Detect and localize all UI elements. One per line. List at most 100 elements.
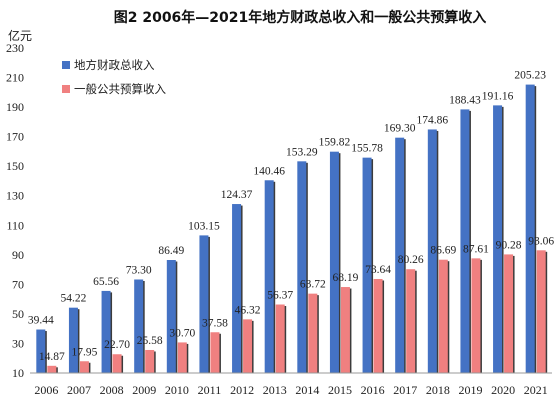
bar-total <box>395 137 405 373</box>
bar-total <box>329 151 339 373</box>
data-label-budget: 68.19 <box>333 272 359 284</box>
x-tick-label: 2015 <box>328 383 352 397</box>
x-tick-label: 2019 <box>458 383 482 397</box>
data-label-total: 39.44 <box>28 315 54 327</box>
y-axis-ticks: 10 30 50 70 90 110 130 150 170 190 210 230 <box>6 41 24 380</box>
x-tick-label: 2006 <box>34 383 58 397</box>
data-label-budget: 22.70 <box>104 339 130 351</box>
data-label-budget: 30.70 <box>169 327 195 339</box>
bar-total <box>134 279 144 373</box>
y-axis-unit: 亿元 <box>8 28 32 43</box>
data-label-total: 205.23 <box>514 70 546 82</box>
x-tick-label: 2017 <box>393 383 417 397</box>
y-tick-label: 70 <box>12 277 24 291</box>
data-label-budget: 37.58 <box>202 317 228 329</box>
x-tick-label: 2012 <box>230 383 254 397</box>
y-tick-label: 230 <box>6 41 24 55</box>
bar-budget <box>275 304 285 373</box>
bar-total <box>166 260 176 373</box>
bar-budget <box>340 287 350 373</box>
y-tick-label: 150 <box>6 159 24 173</box>
bar-budget <box>112 354 122 373</box>
bar-budget <box>406 269 416 373</box>
data-label-total: 124.37 <box>221 189 253 201</box>
legend: 地方财政总收入 一般公共预算收入 <box>62 58 166 96</box>
bars <box>36 84 548 374</box>
data-label-budget: 56.37 <box>267 289 293 301</box>
x-tick-label: 2020 <box>491 383 515 397</box>
bar-total <box>264 180 274 373</box>
data-label-total: 169.30 <box>384 123 416 135</box>
data-label-total: 188.43 <box>449 94 481 106</box>
bar-budget <box>177 342 187 373</box>
bar-budget <box>504 254 514 373</box>
data-label-budget: 63.72 <box>300 279 326 291</box>
bar-total <box>36 329 46 373</box>
data-label-budget: 25.58 <box>137 335 163 347</box>
bar-total <box>427 129 437 373</box>
bar-total <box>101 290 111 373</box>
y-tick-label: 30 <box>12 336 24 350</box>
data-label-total: 174.86 <box>417 114 449 126</box>
y-tick-label: 90 <box>12 248 24 262</box>
x-tick-label: 2021 <box>524 383 548 397</box>
data-label-total: 159.82 <box>319 137 351 149</box>
bar-budget <box>438 259 448 373</box>
bar-total <box>362 157 372 373</box>
x-tick-label: 2014 <box>295 383 319 397</box>
x-tick-label: 2018 <box>426 383 450 397</box>
x-tick-label: 2009 <box>132 383 156 397</box>
legend-label-budget: 一般公共预算收入 <box>74 82 166 96</box>
legend-label-total: 地方财政总收入 <box>74 58 155 72</box>
bar-budget <box>145 349 155 373</box>
bar-budget <box>308 293 318 373</box>
bar-budget <box>79 361 89 373</box>
y-tick-label: 170 <box>6 130 24 144</box>
data-label-total: 86.49 <box>158 245 184 257</box>
data-label-total: 73.30 <box>126 264 152 276</box>
data-label-budget: 73.64 <box>365 264 391 276</box>
x-tick-label: 2016 <box>361 383 385 397</box>
bar-total <box>525 84 535 374</box>
bar-budget <box>210 332 220 373</box>
bar-budget <box>47 365 57 373</box>
y-tick-label: 50 <box>12 307 24 321</box>
x-axis-ticks: 2006 2007 2008 2009 2010 2011 2012 2013 2014 2015… <box>34 383 547 397</box>
data-label-budget: 90.28 <box>496 239 522 251</box>
y-tick-label: 190 <box>6 100 24 114</box>
chart-title: 图2 2006年—2021年地方财政总收入和一般公共预算收入 <box>114 9 487 26</box>
data-label-total: 153.29 <box>286 146 318 158</box>
bar-budget <box>536 250 546 373</box>
bar-total <box>199 235 209 373</box>
data-label-budget: 46.32 <box>235 304 261 316</box>
data-label-total: 191.16 <box>482 90 514 102</box>
data-label-budget: 14.87 <box>39 351 65 363</box>
x-tick-label: 2007 <box>67 383 91 397</box>
bar-total <box>460 109 470 374</box>
data-labels: 39.44 14.87 54.22 17.95 65.56 22.70 73.30 25.58… <box>28 70 555 363</box>
bar-total <box>68 307 78 373</box>
legend-swatch-budget <box>62 85 70 93</box>
data-label-budget: 86.69 <box>430 245 456 257</box>
data-label-budget: 93.06 <box>528 235 554 247</box>
bar-total <box>297 161 307 373</box>
data-label-total: 54.22 <box>61 293 87 305</box>
y-tick-label: 10 <box>12 366 24 380</box>
data-label-total: 65.56 <box>93 276 119 288</box>
y-tick-label: 110 <box>6 218 24 232</box>
bar-total <box>493 105 503 374</box>
x-tick-label: 2013 <box>263 383 287 397</box>
y-tick-label: 210 <box>6 71 24 85</box>
data-label-budget: 17.95 <box>72 346 98 358</box>
data-label-total: 103.15 <box>188 220 220 232</box>
legend-swatch-total <box>62 61 70 69</box>
bar-budget <box>471 258 481 373</box>
data-label-total: 140.46 <box>253 165 285 177</box>
x-tick-label: 2011 <box>198 383 222 397</box>
data-label-budget: 80.26 <box>398 254 424 266</box>
data-label-total: 155.78 <box>351 143 383 155</box>
data-label-budget: 87.61 <box>463 243 489 255</box>
bar-budget <box>373 278 383 373</box>
x-tick-label: 2008 <box>100 383 124 397</box>
